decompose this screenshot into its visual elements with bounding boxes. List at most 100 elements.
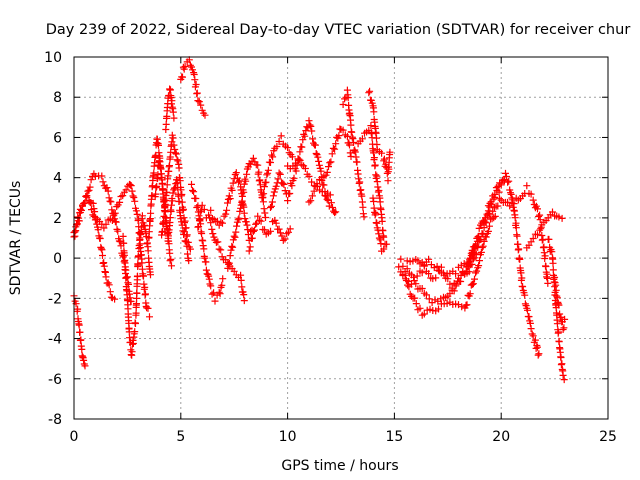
data-point bbox=[148, 192, 156, 199]
data-point bbox=[202, 266, 210, 274]
data-point bbox=[491, 212, 499, 220]
data-point bbox=[76, 328, 84, 336]
data-point bbox=[527, 325, 535, 333]
data-point bbox=[523, 182, 531, 190]
data-point bbox=[548, 248, 556, 256]
data-point bbox=[167, 94, 175, 102]
data-point bbox=[476, 257, 483, 265]
data-point bbox=[117, 193, 125, 200]
data-point bbox=[255, 216, 263, 224]
data-point bbox=[177, 215, 185, 223]
data-point bbox=[489, 195, 497, 203]
data-point bbox=[167, 208, 175, 215]
data-point bbox=[457, 271, 465, 279]
data-point bbox=[446, 280, 454, 288]
data-point bbox=[376, 198, 384, 206]
y-tick-label: -6 bbox=[48, 372, 62, 388]
data-point bbox=[529, 332, 537, 340]
data-point bbox=[471, 275, 478, 283]
data-point bbox=[503, 173, 510, 180]
data-point bbox=[370, 149, 378, 157]
data-point bbox=[112, 218, 120, 226]
data-point bbox=[511, 214, 519, 222]
data-point bbox=[208, 290, 216, 298]
data-point bbox=[411, 294, 419, 302]
data-point bbox=[219, 219, 226, 227]
data-point bbox=[82, 192, 90, 200]
data-point bbox=[332, 208, 340, 216]
data-point bbox=[163, 181, 171, 189]
data-point bbox=[383, 169, 391, 177]
data-point bbox=[323, 195, 331, 203]
data-point bbox=[499, 176, 507, 184]
data-point bbox=[100, 259, 108, 267]
data-point bbox=[71, 228, 79, 236]
data-point bbox=[425, 255, 433, 263]
data-point bbox=[216, 290, 224, 298]
data-point bbox=[240, 291, 248, 299]
data-point bbox=[366, 87, 374, 95]
data-point bbox=[195, 223, 203, 231]
data-point bbox=[420, 310, 428, 318]
data-point bbox=[222, 210, 230, 218]
data-point bbox=[133, 210, 141, 218]
data-point bbox=[172, 149, 179, 157]
data-point bbox=[372, 209, 380, 217]
data-point bbox=[198, 201, 206, 209]
data-point bbox=[296, 148, 304, 156]
data-point bbox=[99, 178, 107, 186]
data-point bbox=[311, 141, 319, 149]
plot-frame bbox=[73, 56, 609, 420]
data-point bbox=[264, 166, 272, 174]
data-point bbox=[225, 259, 233, 267]
data-point bbox=[344, 94, 352, 102]
y-tick-label: -8 bbox=[48, 412, 62, 428]
data-point bbox=[209, 230, 217, 238]
data-point bbox=[305, 172, 313, 180]
data-point bbox=[521, 291, 529, 299]
data-point bbox=[380, 245, 388, 253]
data-point bbox=[483, 210, 491, 218]
data-point bbox=[129, 192, 137, 200]
data-point bbox=[242, 218, 250, 226]
data-point bbox=[281, 235, 289, 243]
data-point bbox=[240, 297, 248, 305]
data-point bbox=[249, 227, 257, 235]
data-point bbox=[237, 276, 245, 284]
data-point bbox=[279, 236, 287, 244]
data-point bbox=[284, 197, 292, 205]
data-point bbox=[85, 197, 93, 205]
data-point bbox=[475, 224, 483, 232]
data-point bbox=[208, 225, 216, 233]
data-point bbox=[560, 324, 568, 332]
data-point bbox=[359, 203, 367, 211]
data-point bbox=[261, 226, 268, 234]
data-point bbox=[217, 246, 225, 254]
data-point bbox=[505, 177, 513, 185]
data-point bbox=[468, 248, 476, 256]
data-point bbox=[205, 275, 213, 283]
data-point bbox=[521, 300, 529, 308]
data-point bbox=[260, 205, 268, 213]
data-point bbox=[559, 326, 567, 333]
data-point bbox=[378, 149, 386, 157]
data-point bbox=[285, 228, 292, 236]
data-point bbox=[235, 178, 242, 186]
data-point bbox=[231, 233, 239, 241]
data-point bbox=[360, 213, 368, 221]
data-point bbox=[86, 199, 94, 206]
data-point bbox=[418, 285, 426, 292]
data-point bbox=[371, 161, 379, 169]
data-point bbox=[207, 219, 215, 227]
data-point bbox=[173, 156, 181, 164]
data-point bbox=[178, 191, 186, 198]
data-point bbox=[555, 338, 563, 346]
data-point bbox=[154, 171, 162, 179]
data-point bbox=[318, 188, 326, 196]
data-point bbox=[557, 354, 565, 361]
data-point bbox=[236, 207, 244, 215]
data-point bbox=[305, 117, 313, 125]
data-point bbox=[128, 187, 136, 195]
data-point bbox=[131, 197, 139, 205]
data-point bbox=[268, 198, 276, 206]
